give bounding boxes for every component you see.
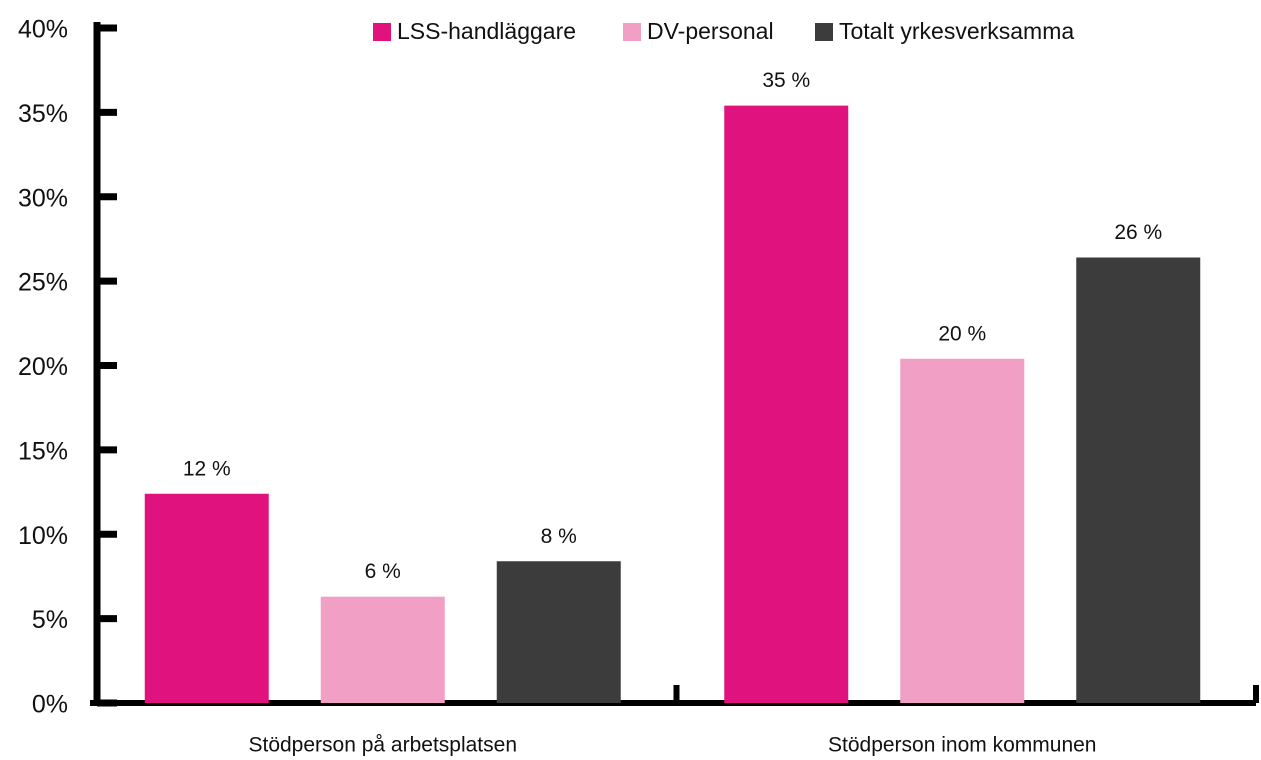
legend-swatch: [373, 23, 391, 41]
x-tick-label: Stödperson inom kommunen: [828, 734, 1096, 757]
y-tick-label: 0%: [32, 691, 68, 719]
y-tick-label: 25%: [18, 269, 68, 297]
y-tick-label: 20%: [18, 353, 68, 381]
y-tick-label: 15%: [18, 437, 68, 465]
bar: [144, 493, 269, 703]
y-tick-label: 5%: [32, 606, 68, 634]
bar: [900, 358, 1025, 703]
value-label: 20 %: [938, 322, 986, 345]
bar: [1076, 257, 1201, 703]
legend-label: DV-personal: [647, 18, 774, 44]
y-tick-label: 40%: [18, 16, 68, 44]
value-label: 12 %: [183, 457, 231, 480]
value-label: 35 %: [762, 69, 810, 92]
legend-label: LSS-handläggare: [397, 18, 576, 44]
y-tick-label: 30%: [18, 184, 68, 212]
y-tick-label: 35%: [18, 100, 68, 128]
bar: [320, 596, 445, 703]
y-tick-label: 10%: [18, 522, 68, 550]
bar: [724, 105, 849, 703]
value-label: 26 %: [1114, 221, 1162, 244]
value-label: 6 %: [365, 560, 401, 583]
legend-swatch: [815, 23, 833, 41]
x-tick-label: Stödperson på arbetsplatsen: [248, 734, 517, 757]
legend-label: Totalt yrkesverksamma: [839, 18, 1074, 44]
value-label: 8 %: [541, 525, 577, 548]
legend-swatch: [623, 23, 641, 41]
bar: [496, 561, 621, 703]
